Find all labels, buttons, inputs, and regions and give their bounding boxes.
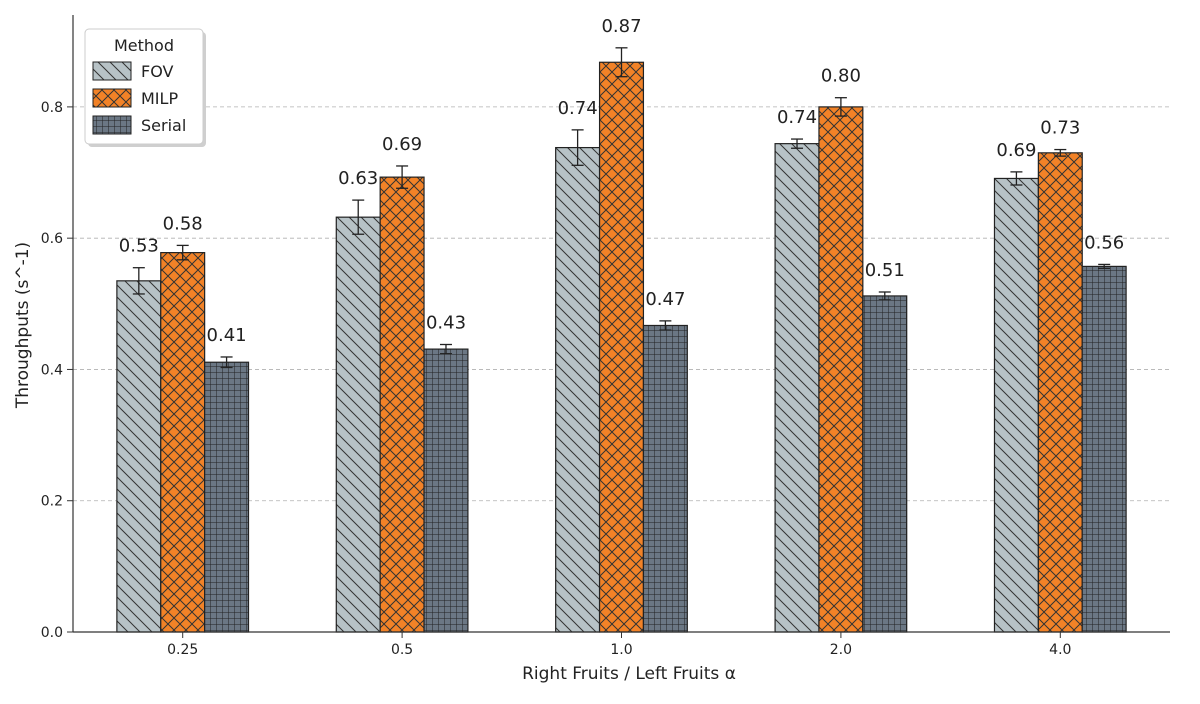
legend-swatch-hatch <box>92 61 132 81</box>
x-tick-label: 0.25 <box>167 642 198 658</box>
data-label: 0.51 <box>865 260 905 281</box>
data-label: 0.73 <box>1040 118 1080 139</box>
bar-hatch <box>818 106 864 633</box>
legend-title: Method <box>114 36 174 55</box>
x-axis-label: Right Fruits / Left Fruits α <box>522 664 736 684</box>
x-tick-label: 2.0 <box>830 642 852 658</box>
y-tick-label: 0.2 <box>41 494 63 510</box>
data-label: 0.56 <box>1084 232 1124 253</box>
legend-swatch-hatch <box>92 115 132 135</box>
bar-hatch <box>1081 265 1127 633</box>
data-label: 0.87 <box>601 16 641 37</box>
bar-hatch <box>204 361 250 633</box>
bar-hatch <box>774 143 820 633</box>
bar-hatch <box>423 348 469 633</box>
bar-hatch <box>379 176 425 633</box>
legend-label-fov: FOV <box>141 62 174 81</box>
bar-hatch <box>1037 152 1083 633</box>
data-label: 0.58 <box>163 213 203 234</box>
bar-hatch <box>555 146 601 633</box>
x-tick-label: 4.0 <box>1049 642 1071 658</box>
y-tick-label: 0.8 <box>41 100 63 116</box>
bar-hatch <box>160 252 206 633</box>
legend: Method FOV MILP Serial <box>84 28 206 147</box>
data-label: 0.80 <box>821 66 861 87</box>
bar-hatch <box>598 61 645 633</box>
data-label: 0.53 <box>119 236 159 257</box>
y-axis-label: Throughputs (s^-1) <box>13 242 33 409</box>
data-label: 0.63 <box>338 168 378 189</box>
y-tick-label: 0.0 <box>41 625 63 641</box>
y-tick-label: 0.4 <box>41 362 63 378</box>
x-tick-label: 0.5 <box>391 642 413 658</box>
data-label: 0.69 <box>382 134 422 155</box>
x-tick-label: 1.0 <box>610 642 632 658</box>
data-label: 0.41 <box>207 325 247 346</box>
legend-label-milp: MILP <box>141 89 178 108</box>
data-label: 0.47 <box>645 289 685 310</box>
data-label: 0.69 <box>996 140 1036 161</box>
data-labels: 0.530.580.410.630.690.430.740.870.470.74… <box>119 16 1124 346</box>
bar-hatch <box>642 324 688 633</box>
legend-label-serial: Serial <box>141 116 186 135</box>
data-label: 0.74 <box>558 98 598 119</box>
bar-hatch <box>116 280 162 633</box>
bar-hatch <box>335 216 381 633</box>
bars <box>116 47 1127 633</box>
data-label: 0.74 <box>777 107 817 128</box>
bar-hatch <box>993 177 1039 633</box>
data-label: 0.43 <box>426 313 466 334</box>
axes: 0.0 0.2 0.4 0.6 0.8 0.25 0.5 1.0 2.0 4.0 <box>41 15 1170 658</box>
y-tick-label: 0.6 <box>41 231 63 247</box>
legend-box <box>84 28 204 145</box>
bar-hatch <box>862 295 908 633</box>
legend-swatch-hatch <box>92 88 132 108</box>
